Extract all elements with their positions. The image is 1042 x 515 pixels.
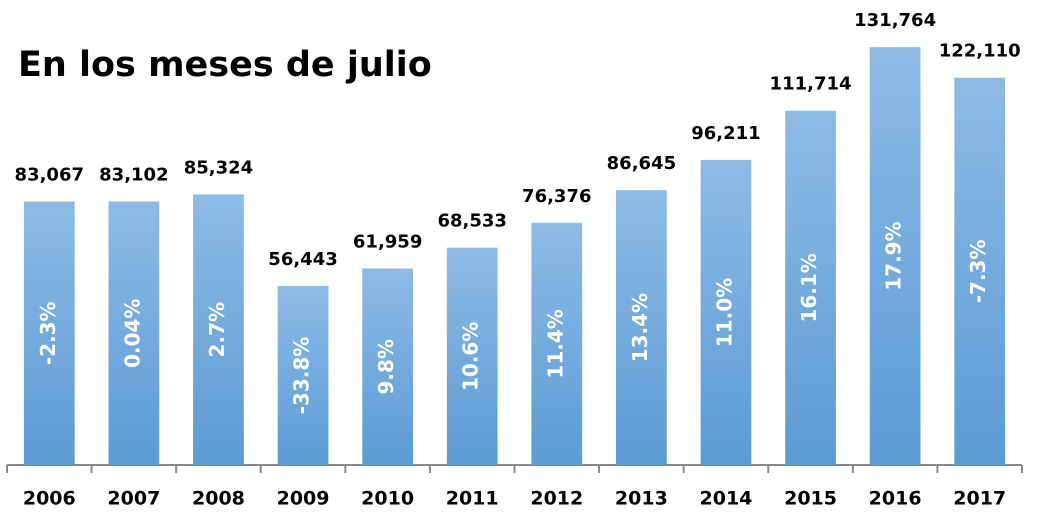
growth-label: 17.9% [882,221,906,290]
data-label: 85,324 [184,157,253,178]
bar [700,159,752,465]
data-label: 86,645 [607,153,676,174]
data-label: 131,764 [854,10,936,31]
data-label: 111,714 [770,74,852,95]
bar [785,110,836,465]
growth-label: 11.0% [712,278,736,347]
growth-label: 10.6% [459,322,483,391]
growth-label: 11.4% [543,309,567,378]
x-tick-label: 2011 [446,488,499,510]
data-label: 56,443 [268,249,337,270]
x-tick-label: 2017 [953,488,1006,510]
data-label: 83,102 [99,164,168,185]
growth-label: -2.3% [36,301,60,365]
x-tick-label: 2006 [23,488,76,510]
bar [869,47,921,466]
bar [446,247,498,465]
x-tick-label: 2015 [784,488,837,510]
x-tick-label: 2012 [530,488,583,510]
x-tick-label: 2009 [277,488,330,510]
bar [362,268,413,465]
data-label: 61,959 [353,232,422,253]
growth-label: -33.8% [290,337,314,415]
growth-label: 16.1% [797,253,821,322]
bar [23,201,75,465]
data-label: 76,376 [522,186,591,207]
x-tick-label: 2007 [107,488,160,510]
bar [531,222,583,465]
growth-label: 0.04% [120,299,144,368]
chart-title: En los meses de julio [18,45,432,85]
data-label: 96,211 [691,123,760,144]
growth-label: 2.7% [205,302,229,357]
x-tick-label: 2008 [192,488,245,510]
bar [277,285,329,465]
growth-label: -7.3% [966,239,990,303]
data-label: 83,067 [15,165,84,186]
growth-label: 9.8% [374,339,398,394]
bar [954,77,1006,466]
x-tick-label: 2013 [615,488,668,510]
bar [193,194,244,465]
data-label: 68,533 [437,211,506,232]
bar [108,201,160,465]
data-label: 122,110 [939,41,1021,62]
growth-label: 13.4% [628,293,652,362]
bar [616,190,667,465]
x-tick-label: 2014 [700,488,753,510]
x-tick-label: 2016 [869,488,922,510]
x-tick-label: 2010 [361,488,414,510]
